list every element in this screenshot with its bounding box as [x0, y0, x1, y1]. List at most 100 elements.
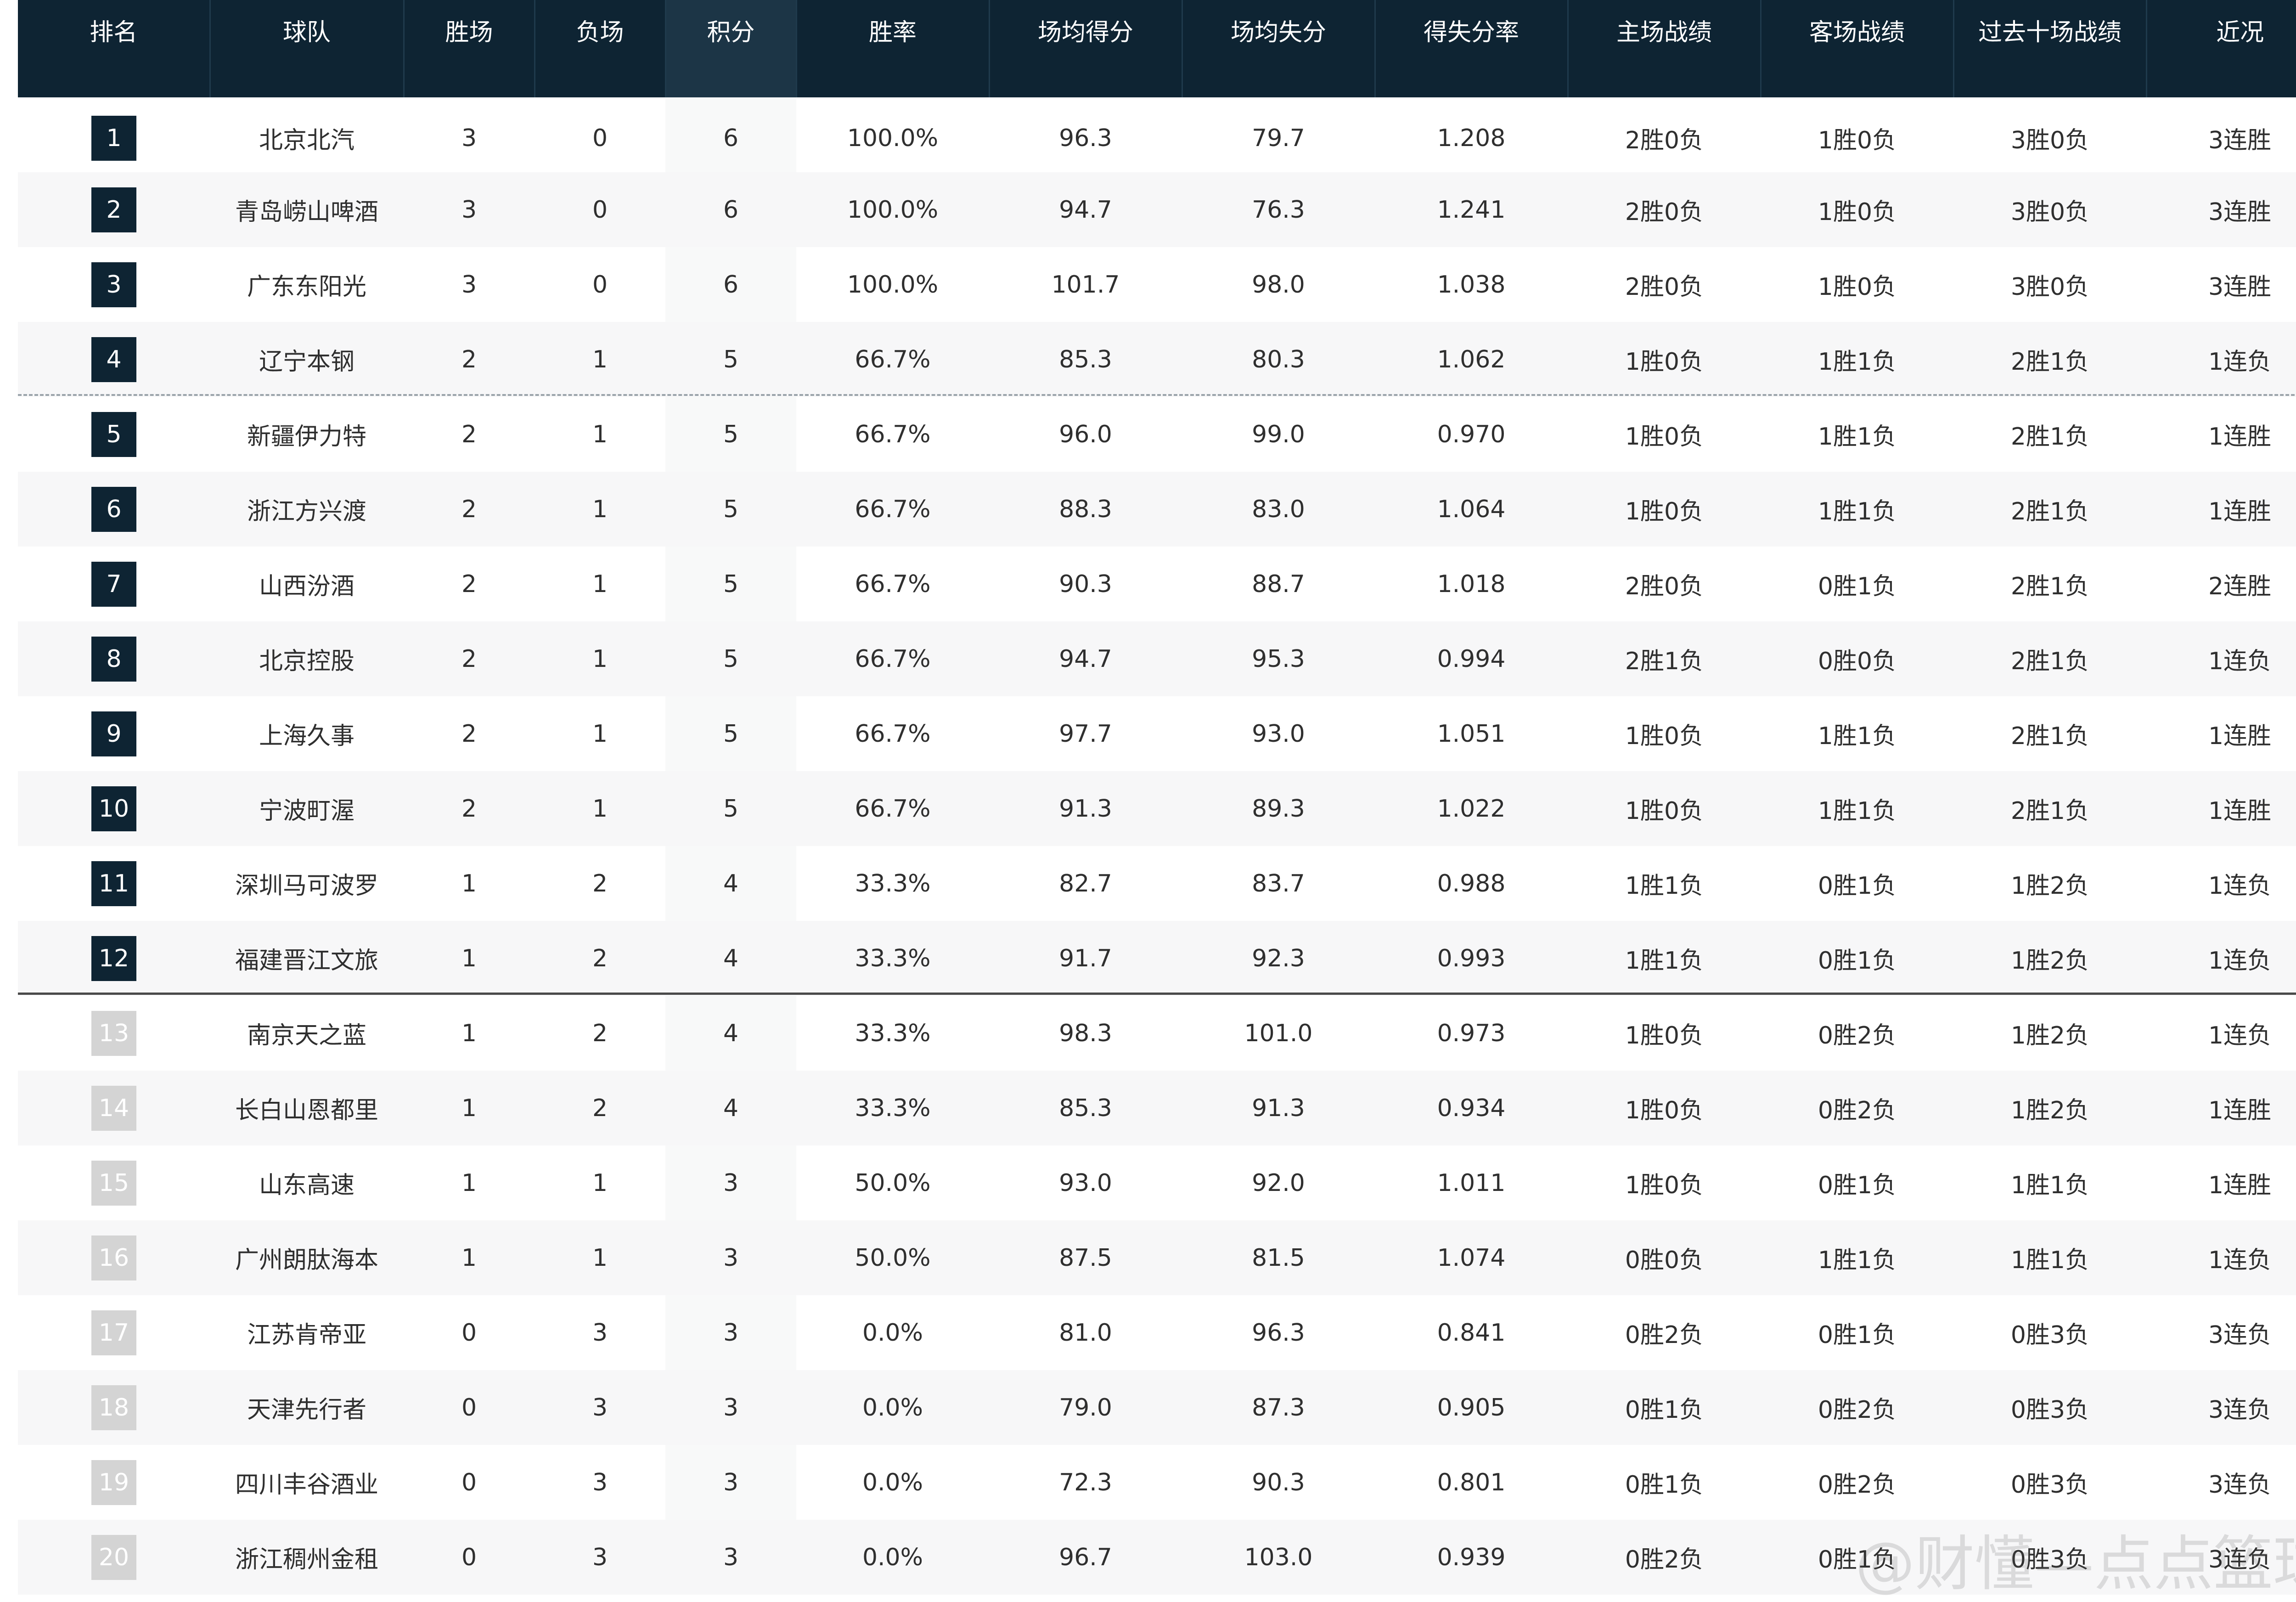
home-record-cell: 0胜1负 [1625, 1471, 1704, 1499]
team-cell[interactable]: 福建晋江文旅 [210, 921, 404, 996]
table-row[interactable]: 12 福建晋江文旅 1 2 4 33.3% 91.7 92.3 0.993 1胜1负 0胜1负 1胜2… [18, 921, 2296, 996]
points-cell: 6 [665, 97, 796, 172]
team-cell[interactable]: 四川丰谷酒业 [235, 1471, 378, 1499]
team-cell[interactable]: 北京北汽 [259, 127, 355, 154]
table-row[interactable]: 1 北京北汽 3 0 6 100.0% 96.3 79.7 1.208 2胜0负 1胜0负 3胜0负 3… [18, 97, 2296, 172]
home-record-cell: 1胜0负 [1625, 423, 1704, 451]
table-row[interactable]: 3 广东东阳光 3 0 6 100.0% 101.7 98.0 1.038 2胜0负 1胜0负 3胜0… [18, 247, 2296, 322]
streak-cell: 1连胜 [2208, 423, 2272, 451]
streak-cell: 3连负 [2208, 1471, 2272, 1499]
table-row[interactable]: 16 广州朗肽海本 1 1 3 50.0% 87.5 81.5 1.074 0胜0负 1胜1负 1胜1… [18, 1220, 2296, 1295]
win-pct-cell: 33.3% [796, 1071, 989, 1145]
away-record-cell: 1胜0负 [1761, 172, 1953, 247]
rank-cell: 13 [18, 996, 210, 1071]
oppg-cell: 99.0 [1252, 420, 1305, 448]
rank-badge: 8 [91, 636, 136, 682]
wins-cell: 3 [461, 271, 477, 299]
header-losses[interactable]: 负场 [535, 0, 666, 97]
win-pct-cell: 66.7% [855, 420, 931, 448]
home-record-cell: 2胜0负 [1625, 127, 1704, 154]
point-ratio-cell: 0.939 [1375, 1520, 1568, 1595]
ppg-cell: 96.3 [1059, 124, 1112, 152]
team-cell[interactable]: 辽宁本钢 [210, 322, 404, 397]
team-cell[interactable]: 宁波町渥 [210, 771, 404, 846]
team-cell[interactable]: 广东东阳光 [247, 273, 366, 301]
home-record-cell: 2胜0负 [1625, 273, 1704, 301]
team-cell[interactable]: 北京控股 [210, 621, 404, 696]
header-win-pct[interactable]: 胜率 [796, 0, 990, 97]
ppg-cell: 98.3 [1059, 1019, 1112, 1047]
home-record-cell: 1胜0负 [1568, 322, 1761, 397]
table-row[interactable]: 4 辽宁本钢 2 1 5 66.7% 85.3 80.3 1.062 1胜0负 1胜1负 2胜1负 1连… [18, 322, 2296, 397]
team-cell[interactable]: 南京天之蓝 [247, 1022, 366, 1049]
home-record-cell: 1胜0负 [1625, 1172, 1704, 1199]
away-record-cell: 0胜1负 [1761, 921, 1953, 996]
streak-cell: 1连胜 [2146, 771, 2296, 846]
win-pct-cell: 0.0% [796, 1370, 989, 1445]
ppg-cell: 94.7 [989, 172, 1182, 247]
table-row[interactable]: 8 北京控股 2 1 5 66.7% 94.7 95.3 0.994 2胜1负 0胜0负 2胜1负 1连… [18, 621, 2296, 696]
points-cell: 3 [665, 1445, 796, 1520]
standings-body: 1 北京北汽 3 0 6 100.0% 96.3 79.7 1.208 2胜0负 1胜0负 3胜0负 3… [18, 97, 2296, 1595]
team-cell[interactable]: 浙江稠州金租 [210, 1520, 404, 1595]
team-cell[interactable]: 广州朗肽海本 [210, 1220, 404, 1295]
oppg-cell: 89.3 [1182, 771, 1375, 846]
team-cell[interactable]: 青岛崂山啤酒 [210, 172, 404, 247]
wins-cell: 0 [404, 1370, 535, 1445]
table-row[interactable]: 13 南京天之蓝 1 2 4 33.3% 98.3 101.0 0.973 1胜0负 0胜2负 1胜2… [18, 996, 2296, 1071]
rank-badge: 18 [91, 1385, 136, 1430]
team-cell[interactable]: 江苏肯帝亚 [247, 1321, 366, 1349]
team-cell[interactable]: 浙江方兴渡 [210, 472, 404, 547]
last10-cell: 1胜1负 [1953, 1220, 2146, 1295]
ppg-cell: 87.5 [989, 1220, 1182, 1295]
header-team[interactable]: 球队 [210, 0, 405, 97]
away-record-cell: 0胜2负 [1761, 1370, 1953, 1445]
table-row[interactable]: 5 新疆伊力特 2 1 5 66.7% 96.0 99.0 0.970 1胜0负 1胜1负 2胜1负 1… [18, 397, 2296, 472]
table-row[interactable]: 15 山东高速 1 1 3 50.0% 93.0 92.0 1.011 1胜0负 0胜1负 1胜1负 1… [18, 1145, 2296, 1220]
home-record-cell: 1胜0负 [1568, 472, 1761, 547]
header-streak[interactable]: 近况 [2146, 0, 2296, 97]
losses-cell: 2 [535, 921, 665, 996]
team-cell[interactable]: 新疆伊力特 [247, 423, 366, 451]
rank-badge: 5 [91, 412, 136, 457]
header-points[interactable]: 积分 [665, 0, 797, 97]
home-record-cell: 1胜1负 [1568, 921, 1761, 996]
team-cell[interactable]: 长白山恩都里 [210, 1071, 404, 1145]
losses-cell: 1 [535, 1220, 665, 1295]
table-row[interactable]: 11 深圳马可波罗 1 2 4 33.3% 82.7 83.7 0.988 1胜1负 0胜1负 1胜2… [18, 846, 2296, 921]
table-row[interactable]: 2 青岛崂山啤酒 3 0 6 100.0% 94.7 76.3 1.241 2胜0负 1胜0负 3胜0… [18, 172, 2296, 247]
team-cell[interactable]: 山东高速 [259, 1172, 355, 1199]
table-row[interactable]: 7 山西汾酒 2 1 5 66.7% 90.3 88.7 1.018 2胜0负 0胜1负 2胜1负 2连… [18, 547, 2296, 621]
losses-cell: 1 [535, 472, 665, 547]
header-home-record[interactable]: 主场战绩 [1568, 0, 1761, 97]
header-wins[interactable]: 胜场 [404, 0, 535, 97]
table-row[interactable]: 18 天津先行者 0 3 3 0.0% 79.0 87.3 0.905 0胜1负 0胜2负 0胜3负 3… [18, 1370, 2296, 1445]
streak-cell: 3连胜 [2146, 172, 2296, 247]
wins-cell: 1 [461, 869, 477, 897]
table-row[interactable]: 14 长白山恩都里 1 2 4 33.3% 85.3 91.3 0.934 1胜0负 0胜2负 1胜2… [18, 1071, 2296, 1145]
away-record-cell: 0胜1负 [1818, 573, 1896, 600]
team-cell[interactable]: 天津先行者 [210, 1370, 404, 1445]
header-oppg[interactable]: 场均失分 [1182, 0, 1376, 97]
last10-cell: 2胜1负 [2010, 423, 2089, 451]
table-row[interactable]: 19 四川丰谷酒业 0 3 3 0.0% 72.3 90.3 0.801 0胜1负 0胜2负 0胜3负… [18, 1445, 2296, 1520]
last10-cell: 2胜1负 [1953, 472, 2146, 547]
losses-cell: 3 [592, 1468, 608, 1496]
header-last10[interactable]: 过去十场战绩 [1953, 0, 2147, 97]
header-rank[interactable]: 排名 [18, 0, 211, 97]
home-record-cell: 2胜0负 [1568, 172, 1761, 247]
point-ratio-cell: 0.934 [1375, 1071, 1568, 1145]
header-ppg[interactable]: 场均得分 [989, 0, 1183, 97]
table-row[interactable]: 6 浙江方兴渡 2 1 5 66.7% 88.3 83.0 1.064 1胜0负 1胜1负 2胜1负 1… [18, 472, 2296, 547]
win-pct-cell: 100.0% [847, 124, 939, 152]
team-cell[interactable]: 山西汾酒 [259, 573, 355, 600]
table-row[interactable]: 17 江苏肯帝亚 0 3 3 0.0% 81.0 96.3 0.841 0胜2负 0胜1负 0胜3负 3… [18, 1295, 2296, 1370]
header-point-ratio[interactable]: 得失分率 [1375, 0, 1569, 97]
table-row[interactable]: 20 浙江稠州金租 0 3 3 0.0% 96.7 103.0 0.939 0胜2负 0胜1负 0胜3… [18, 1520, 2296, 1595]
win-pct-cell: 100.0% [796, 172, 989, 247]
table-row[interactable]: 10 宁波町渥 2 1 5 66.7% 91.3 89.3 1.022 1胜0负 1胜1负 2胜1负 1… [18, 771, 2296, 846]
team-cell[interactable]: 上海久事 [259, 722, 355, 750]
team-cell[interactable]: 深圳马可波罗 [235, 872, 378, 900]
header-away-record[interactable]: 客场战绩 [1761, 0, 1954, 97]
table-row[interactable]: 9 上海久事 2 1 5 66.7% 97.7 93.0 1.051 1胜0负 1胜1负 2胜1负 1连… [18, 696, 2296, 771]
